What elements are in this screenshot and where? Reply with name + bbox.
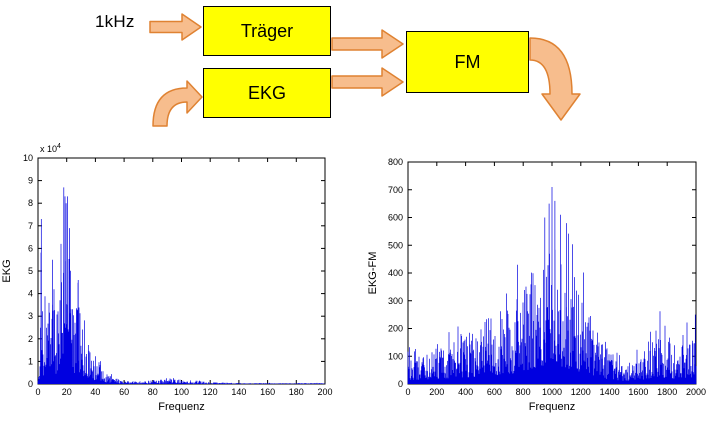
y-tick-label: 9 bbox=[28, 176, 33, 186]
block-ekg-label: EKG bbox=[247, 82, 286, 103]
y-tick-label: 500 bbox=[388, 240, 403, 250]
x-tick-label: 140 bbox=[231, 387, 246, 397]
x-tick-label: 1400 bbox=[600, 387, 620, 397]
arrow-ekg-to-fm-icon bbox=[331, 67, 404, 97]
y-tick-label: 6 bbox=[28, 243, 33, 253]
arrow-traeger-to-fm-icon bbox=[331, 29, 404, 59]
x-tick-label: 400 bbox=[458, 387, 473, 397]
x-tick-label: 2000 bbox=[686, 387, 706, 397]
x-tick-label: 200 bbox=[429, 387, 444, 397]
y-tick-label: 0 bbox=[398, 379, 403, 389]
y-tick-label: 100 bbox=[388, 351, 403, 361]
x-tick-label: 600 bbox=[487, 387, 502, 397]
y-tick-label: 300 bbox=[388, 296, 403, 306]
spectrum-series bbox=[37, 187, 326, 384]
y-tick-label: 200 bbox=[388, 324, 403, 334]
block-traeger: Träger bbox=[203, 6, 331, 56]
block-fm: FM bbox=[406, 31, 529, 93]
x-tick-label: 0 bbox=[405, 387, 410, 397]
y-tick-label: 700 bbox=[388, 185, 403, 195]
y-tick-label: 5 bbox=[28, 266, 33, 276]
x-tick-label: 80 bbox=[148, 387, 158, 397]
input-signal-label: 1kHz bbox=[95, 12, 135, 31]
x-tick-label: 20 bbox=[62, 387, 72, 397]
y-tick-label: 10 bbox=[23, 153, 33, 163]
x-tick-label: 1800 bbox=[657, 387, 677, 397]
x-tick-label: 200 bbox=[317, 387, 332, 397]
y-tick-label: 2 bbox=[28, 334, 33, 344]
x-tick-label: 1200 bbox=[571, 387, 591, 397]
y-tick-label: 800 bbox=[388, 157, 403, 167]
block-traeger-label: Träger bbox=[240, 20, 294, 41]
x-tick-label: 60 bbox=[119, 387, 129, 397]
y-tick-label: 600 bbox=[388, 213, 403, 223]
y-tick-label: 1 bbox=[28, 356, 33, 366]
y-tick-label: 0 bbox=[28, 379, 33, 389]
x-tick-label: 100 bbox=[174, 387, 189, 397]
x-tick-label: 1600 bbox=[628, 387, 648, 397]
y-axis-label: EKG-FM bbox=[367, 252, 379, 295]
x-tick-label: 120 bbox=[203, 387, 218, 397]
arrow-1khz-to-traeger-icon bbox=[149, 13, 202, 41]
y-tick-label: 400 bbox=[388, 268, 403, 278]
arrow-ekg-input-icon bbox=[152, 80, 203, 127]
block-ekg: EKG bbox=[203, 68, 331, 118]
y-tick-label: 7 bbox=[28, 221, 33, 231]
plot-box bbox=[37, 157, 326, 385]
spectrum-series bbox=[407, 187, 697, 384]
x-tick-label: 180 bbox=[289, 387, 304, 397]
x-tick-label: 160 bbox=[260, 387, 275, 397]
arrow-fm-output-icon bbox=[529, 37, 581, 121]
y-axis-label: EKG bbox=[1, 259, 13, 282]
x-axis-label: Frequenz bbox=[158, 401, 204, 413]
x-axis-label: Frequenz bbox=[529, 401, 575, 413]
ekg-spectrum-chart: 0 20 40 60 80 100 120 140 160 180 200 0 1 2 3 4 5 6 7 8 9 10 F… bbox=[1, 143, 333, 413]
y-scale-label: x 104 bbox=[40, 143, 61, 154]
ekg-fm-spectrum-chart: 0 200 400 600 800 1000 1200 1400 1600 1800 2000 0 10… bbox=[367, 157, 706, 413]
y-tick-label: 8 bbox=[28, 198, 33, 208]
x-tick-label: 0 bbox=[35, 387, 40, 397]
x-tick-label: 800 bbox=[516, 387, 531, 397]
y-tick-label: 4 bbox=[28, 289, 33, 299]
x-tick-label: 40 bbox=[90, 387, 100, 397]
y-tick-label: 3 bbox=[28, 311, 33, 321]
x-tick-label: 1000 bbox=[542, 387, 562, 397]
block-fm-label: FM bbox=[454, 51, 481, 72]
